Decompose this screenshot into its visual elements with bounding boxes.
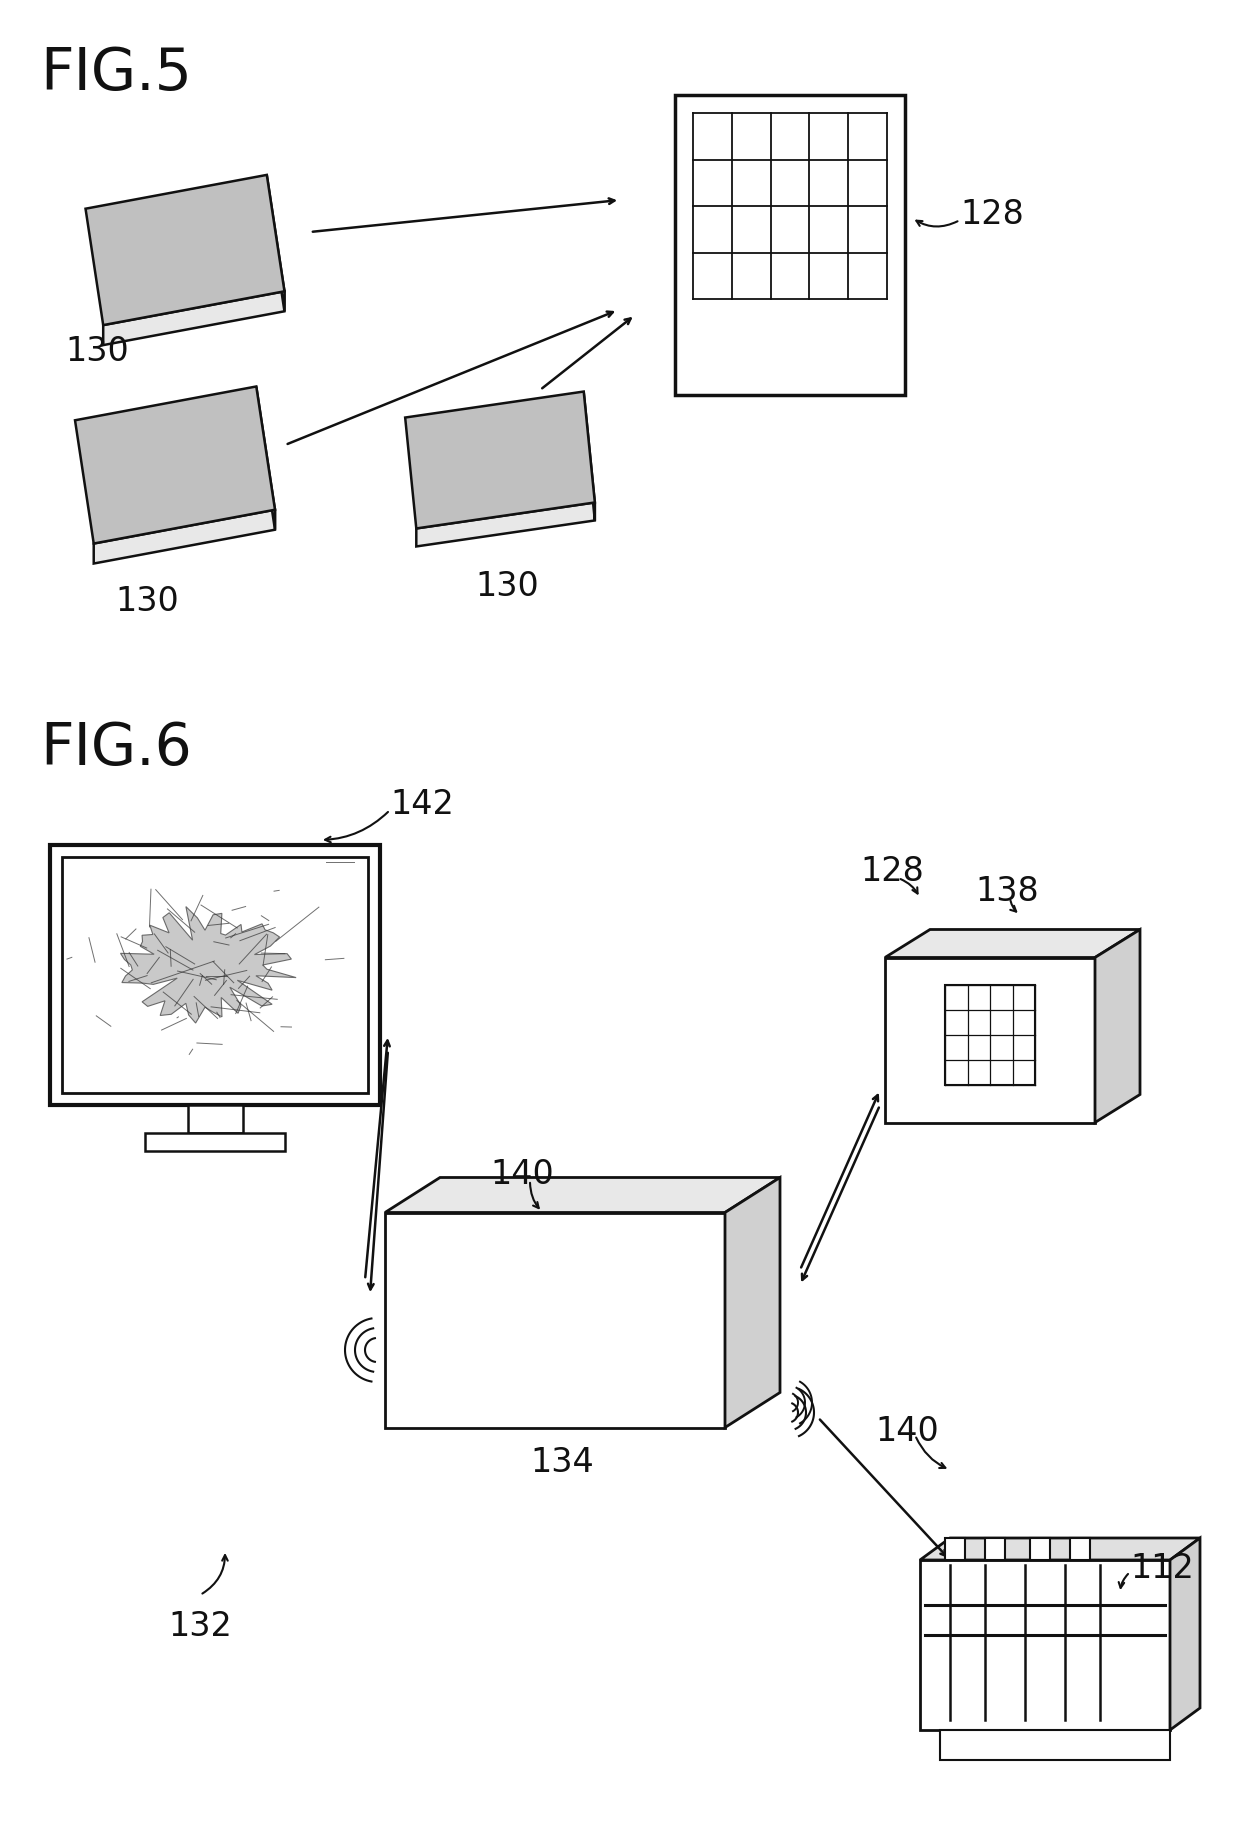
Bar <box>945 985 1035 1085</box>
Text: 134: 134 <box>529 1445 594 1478</box>
Bar <box>62 857 368 1093</box>
Text: 130: 130 <box>115 585 179 618</box>
Polygon shape <box>94 510 275 563</box>
Polygon shape <box>103 290 284 345</box>
Text: 130: 130 <box>475 570 538 603</box>
Text: 138: 138 <box>975 875 1039 908</box>
Bar <box>1070 1538 1090 1560</box>
Polygon shape <box>417 502 595 546</box>
Polygon shape <box>584 391 595 521</box>
Bar <box>940 1730 1171 1759</box>
Text: FIG.5: FIG.5 <box>40 46 192 102</box>
Polygon shape <box>405 391 595 528</box>
Bar <box>675 95 905 395</box>
Bar <box>1030 1538 1050 1560</box>
Text: 128: 128 <box>861 855 924 888</box>
Text: 142: 142 <box>391 787 454 820</box>
Text: 140: 140 <box>875 1414 939 1449</box>
Polygon shape <box>1171 1538 1200 1730</box>
Bar <box>50 846 379 1105</box>
Polygon shape <box>384 1177 780 1213</box>
Polygon shape <box>86 175 284 325</box>
Text: 132: 132 <box>167 1610 232 1642</box>
Bar <box>985 1538 1004 1560</box>
Bar <box>885 957 1095 1122</box>
Text: 128: 128 <box>960 197 1024 230</box>
Bar <box>187 1105 243 1133</box>
Polygon shape <box>267 175 284 311</box>
Polygon shape <box>257 387 275 530</box>
Text: 112: 112 <box>1130 1551 1194 1586</box>
Polygon shape <box>920 1538 1200 1560</box>
Polygon shape <box>1095 930 1140 1122</box>
Bar <box>920 1560 1171 1730</box>
Bar <box>384 1213 725 1427</box>
Text: FIG.6: FIG.6 <box>40 720 192 776</box>
Bar <box>945 1538 965 1560</box>
Text: 140: 140 <box>490 1158 554 1191</box>
Polygon shape <box>885 930 1140 957</box>
Polygon shape <box>74 387 275 543</box>
Bar <box>145 1133 285 1151</box>
Polygon shape <box>120 906 296 1023</box>
Polygon shape <box>725 1177 780 1427</box>
Text: 130: 130 <box>64 334 129 367</box>
